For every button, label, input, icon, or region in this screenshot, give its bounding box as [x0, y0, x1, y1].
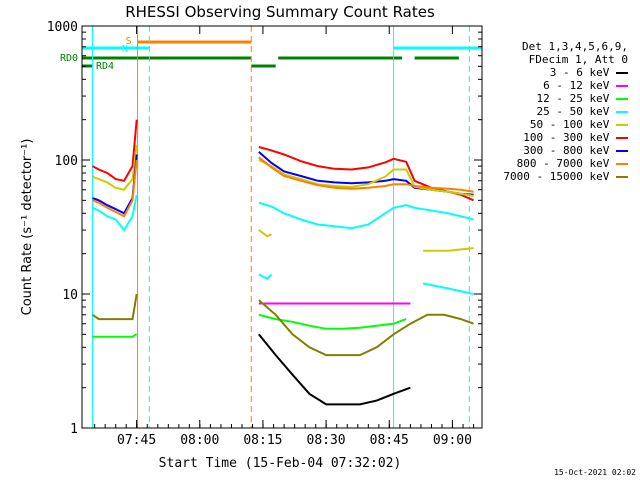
x-tick-label-09-00: 09:00	[433, 433, 472, 448]
plot-frame	[81, 25, 483, 429]
legend-header-0: Det 1,3,4,5,6,9,	[522, 40, 628, 53]
series-100-300-kev-seg1-0	[92, 119, 138, 182]
series-7000-15000-kev-seg2-18	[258, 299, 474, 357]
x-tick-label-08-45: 08:45	[370, 433, 409, 448]
series-50-100-kev-seg2-9	[258, 159, 474, 197]
y-tick-label-10: 10	[62, 288, 78, 303]
legend-swatch	[616, 111, 628, 113]
legend-item-6-12-kev: 6 - 12 keV	[543, 79, 628, 92]
legend-item-50-100-kev: 50 - 100 keV	[530, 118, 628, 131]
legend-swatch	[616, 72, 628, 74]
legend-header-1: FDecim 1, Att 0	[528, 53, 628, 66]
series-25-50-kev-seg2-11	[258, 201, 474, 230]
series-25-50-kev-seg2-14	[258, 273, 273, 280]
legend-swatch	[616, 124, 628, 126]
flag-label-n: N	[122, 44, 128, 55]
series-50-100-kev-seg2-13	[423, 247, 474, 252]
flags-layer: SN RD0 RD4	[60, 36, 482, 72]
legend-swatch	[616, 85, 628, 87]
x-tick-label-07-45: 07:45	[117, 433, 156, 448]
date-stamp: 15-Oct-2021 02:02	[554, 468, 636, 477]
y-axis-label: Count Rate (s⁻¹ detector⁻¹)	[20, 139, 35, 316]
legend-item-800-7000-kev: 800 - 7000 keV	[517, 157, 628, 170]
vlines-layer	[92, 26, 470, 428]
legend-item-25-50-kev: 25 - 50 keV	[537, 105, 628, 118]
y-tick-label-1: 1	[70, 422, 78, 437]
legend-swatch	[616, 150, 628, 152]
series-800-7000-kev-seg1-3	[92, 159, 138, 218]
legend-item-3-6-kev: 3 - 6 keV	[550, 66, 628, 79]
legend-label: 6 - 12 keV	[543, 79, 616, 92]
legend-label: 300 - 800 keV	[523, 144, 616, 157]
series-3-6-kev-seg2-19	[258, 333, 411, 406]
series-800-7000-kev-seg2-10	[258, 156, 474, 193]
series-50-100-kev-seg1-1	[92, 144, 138, 191]
legend-item-100-300-kev: 100 - 300 keV	[523, 131, 628, 144]
x-axis-label: Start Time (15-Feb-04 07:32:02)	[159, 456, 402, 471]
series-7000-15000-kev-seg1-5	[91, 293, 138, 321]
legend-item-12-25-kev: 12 - 25 keV	[537, 92, 628, 105]
legend-label: 12 - 25 keV	[536, 92, 616, 105]
x-tick-label-08-00: 08:00	[180, 433, 219, 448]
flag-label-s: S	[126, 36, 132, 47]
chart-title: RHESSI Observing Summary Count Rates	[125, 3, 435, 21]
x-tick-label-08-30: 08:30	[307, 433, 346, 448]
series-12-25-kev-seg1-6	[92, 333, 138, 338]
x-tick-label-08-15: 08:15	[243, 433, 282, 448]
legend-swatch	[616, 137, 628, 139]
legend-swatch	[616, 98, 628, 100]
legend-item-7000-15000-kev: 7000 - 15000 keV	[503, 170, 628, 183]
legend-label: 800 - 7000 keV	[516, 157, 616, 170]
flag-label-rd4: RD4	[96, 61, 114, 72]
y-tick-label-100: 100	[55, 154, 78, 169]
legend-label: 7000 - 15000 keV	[503, 170, 616, 183]
series-25-50-kev-seg2-15	[422, 282, 474, 295]
legend-label: 3 - 6 keV	[549, 66, 616, 79]
flag-label-rd0: RD0	[60, 53, 78, 64]
legend-label: 100 - 300 keV	[523, 131, 616, 144]
legend-item-300-800-kev: 300 - 800 keV	[523, 144, 628, 157]
series-12-25-kev-seg2-17	[258, 313, 407, 330]
x-axis: 07:45 08:00 08:15 08:30 08:45 09:00	[94, 26, 475, 448]
y-tick-label-1000: 1000	[47, 20, 78, 35]
series-25-50-kev-seg1-4	[92, 194, 138, 232]
legend-swatch	[616, 163, 628, 165]
y-axis: 1 10 100 1000	[47, 20, 482, 437]
series-layer	[91, 119, 474, 406]
legend-swatch	[616, 176, 628, 178]
series-50-100-kev-seg2-12	[258, 229, 272, 238]
legend-label: 25 - 50 keV	[536, 105, 616, 118]
legend-label: 50 - 100 keV	[529, 118, 616, 131]
